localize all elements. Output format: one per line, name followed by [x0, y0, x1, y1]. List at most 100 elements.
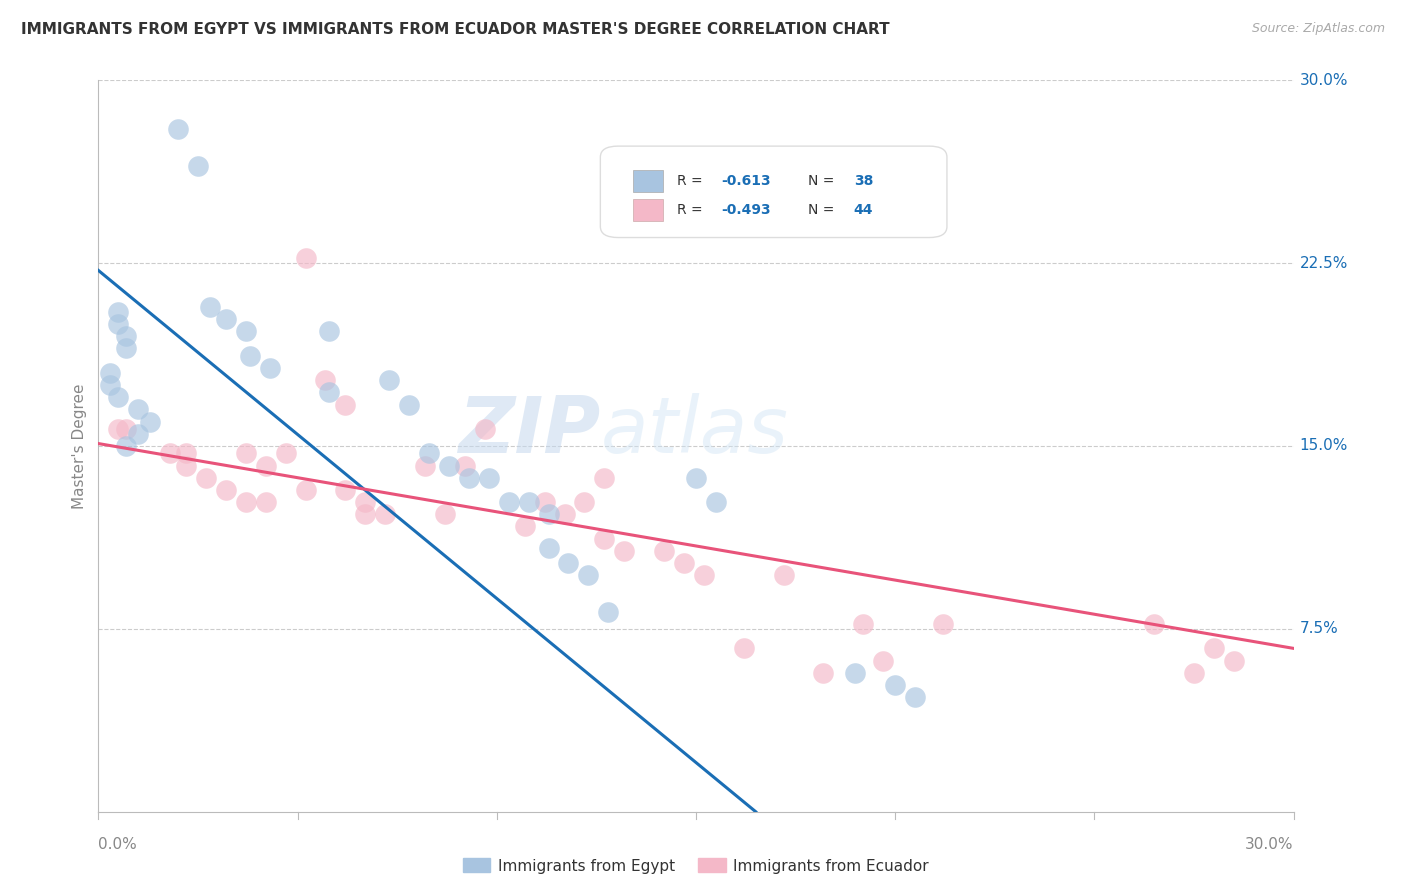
Point — [474, 422, 496, 436]
Point — [852, 617, 875, 632]
Text: Source: ZipAtlas.com: Source: ZipAtlas.com — [1251, 22, 1385, 36]
Point — [844, 665, 866, 680]
Point — [107, 390, 129, 404]
Point — [458, 471, 481, 485]
Point — [533, 495, 555, 509]
Bar — [633, 169, 662, 192]
Point — [215, 312, 238, 326]
Point — [704, 495, 727, 509]
Point — [574, 495, 596, 509]
Point — [872, 654, 894, 668]
Point — [127, 402, 149, 417]
Point — [354, 508, 377, 522]
Text: N =: N = — [808, 174, 839, 187]
Point — [294, 252, 316, 266]
Point — [578, 568, 600, 582]
Point — [557, 556, 579, 570]
Bar — [633, 199, 662, 221]
Point — [335, 398, 357, 412]
Point — [318, 325, 340, 339]
Point — [884, 678, 907, 692]
Point — [235, 325, 257, 339]
Point — [593, 471, 616, 485]
Point — [598, 605, 620, 619]
Text: ZIP: ZIP — [458, 393, 600, 469]
Point — [673, 556, 696, 570]
Text: 15.0%: 15.0% — [1299, 439, 1348, 453]
Point — [733, 641, 755, 656]
Point — [107, 305, 129, 319]
Point — [115, 342, 138, 356]
Y-axis label: Master's Degree: Master's Degree — [72, 384, 87, 508]
Text: 0.0%: 0.0% — [98, 838, 138, 853]
Point — [513, 519, 536, 533]
Point — [433, 508, 456, 522]
Point — [174, 446, 197, 460]
Point — [378, 373, 401, 387]
Point — [478, 471, 501, 485]
Point — [418, 446, 440, 460]
Point — [904, 690, 927, 705]
Point — [127, 426, 149, 441]
Point — [517, 495, 540, 509]
Point — [398, 398, 420, 412]
Point — [254, 458, 277, 473]
Text: IMMIGRANTS FROM EGYPT VS IMMIGRANTS FROM ECUADOR MASTER'S DEGREE CORRELATION CHA: IMMIGRANTS FROM EGYPT VS IMMIGRANTS FROM… — [21, 22, 890, 37]
Point — [1182, 665, 1205, 680]
Point — [239, 349, 262, 363]
Point — [98, 366, 122, 380]
Text: 7.5%: 7.5% — [1299, 622, 1339, 636]
Point — [772, 568, 794, 582]
Point — [693, 568, 716, 582]
Point — [335, 483, 357, 497]
Point — [1222, 654, 1246, 668]
Point — [437, 458, 460, 473]
Point — [167, 122, 190, 136]
Point — [294, 483, 316, 497]
Point — [174, 458, 197, 473]
Legend: Immigrants from Egypt, Immigrants from Ecuador: Immigrants from Egypt, Immigrants from E… — [463, 858, 929, 873]
Point — [107, 422, 129, 436]
Point — [354, 495, 377, 509]
Text: R =: R = — [676, 202, 707, 217]
Point — [613, 544, 636, 558]
Point — [274, 446, 297, 460]
Point — [159, 446, 181, 460]
Point — [413, 458, 436, 473]
Point — [254, 495, 277, 509]
Point — [537, 541, 560, 556]
Point — [315, 373, 337, 387]
Text: R =: R = — [676, 174, 707, 187]
Point — [194, 471, 218, 485]
Point — [813, 665, 835, 680]
Point — [652, 544, 675, 558]
Text: 38: 38 — [853, 174, 873, 187]
Text: 30.0%: 30.0% — [1299, 73, 1348, 87]
Text: 44: 44 — [853, 202, 873, 217]
Point — [537, 508, 560, 522]
Point — [115, 422, 138, 436]
Point — [593, 532, 616, 546]
Point — [107, 317, 129, 331]
Point — [1143, 617, 1166, 632]
Text: -0.493: -0.493 — [721, 202, 770, 217]
Point — [235, 446, 257, 460]
Point — [235, 495, 257, 509]
Text: -0.613: -0.613 — [721, 174, 770, 187]
Point — [1202, 641, 1225, 656]
Point — [215, 483, 238, 497]
Text: atlas: atlas — [600, 393, 789, 469]
Point — [259, 361, 281, 376]
Point — [115, 329, 138, 343]
Point — [498, 495, 520, 509]
Point — [318, 385, 340, 400]
Point — [98, 378, 122, 392]
Point — [187, 159, 209, 173]
Point — [115, 439, 138, 453]
FancyBboxPatch shape — [600, 146, 946, 237]
Point — [554, 508, 576, 522]
Point — [139, 415, 162, 429]
Point — [932, 617, 955, 632]
Point — [374, 508, 396, 522]
Point — [685, 471, 707, 485]
